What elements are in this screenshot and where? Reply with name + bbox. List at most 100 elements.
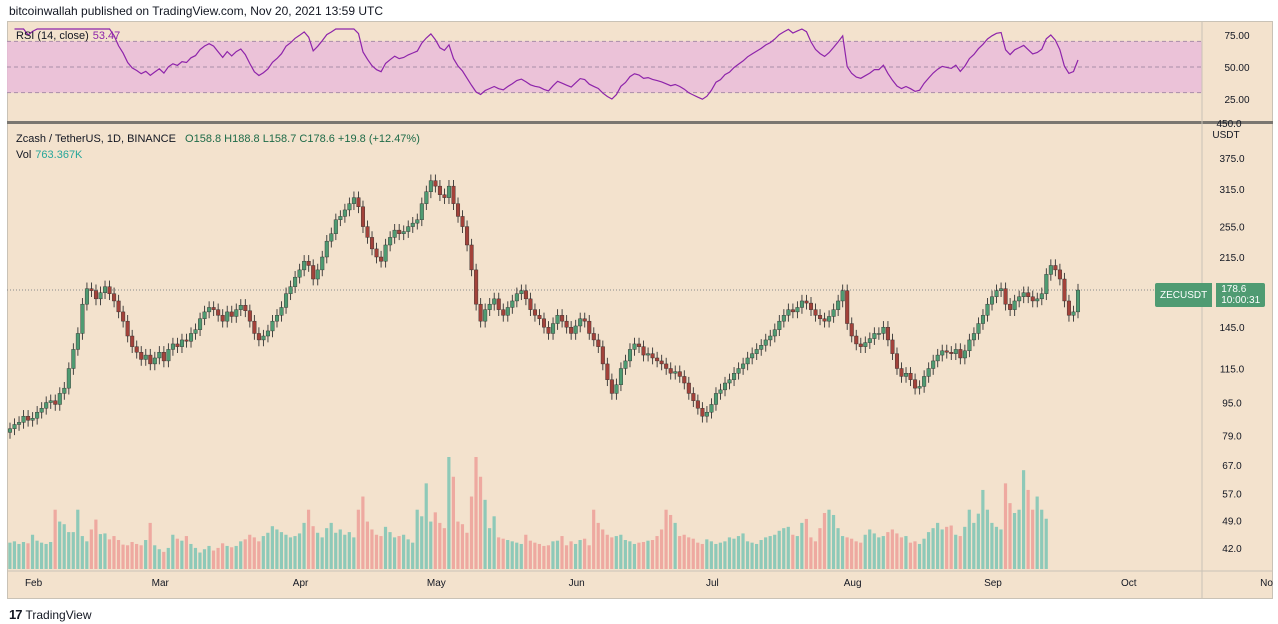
price-tick-label: 315.0 <box>1219 185 1244 196</box>
volume-bar <box>583 538 587 569</box>
candle-body <box>116 300 121 313</box>
candle-body <box>655 357 660 362</box>
candle-body <box>437 185 442 195</box>
symbol-legend[interactable]: Zcash / TetherUS, 1D, BINANCE O158.8 H18… <box>16 133 420 145</box>
candle-body <box>247 310 252 322</box>
candle-body <box>1012 300 1017 310</box>
volume-bar <box>628 541 632 569</box>
candle-body <box>424 191 429 204</box>
candle-body <box>591 333 596 341</box>
candle-body <box>365 226 370 238</box>
candle-body <box>944 350 949 353</box>
candle-body <box>596 339 601 347</box>
candle-body <box>84 288 89 305</box>
volume-bar <box>80 536 84 569</box>
candle-body <box>1003 288 1008 305</box>
candle-body <box>1057 269 1062 280</box>
candle-body <box>261 335 266 341</box>
price-tick-label: 57.0 <box>1222 490 1242 501</box>
volume-bar <box>745 541 750 569</box>
volume-bar <box>1044 518 1048 569</box>
candle-body <box>940 350 945 356</box>
candle-body <box>161 352 166 362</box>
volume-bar <box>130 541 134 569</box>
volume-bar <box>487 528 492 569</box>
volume-bar <box>275 529 279 569</box>
footer-brand[interactable]: 17 TradingView <box>9 607 92 622</box>
candle-body <box>723 382 728 391</box>
candle-body <box>713 393 718 405</box>
candle-body <box>646 353 651 356</box>
volume-bar <box>39 542 44 569</box>
volume-bar <box>945 526 949 569</box>
candle-body <box>772 329 777 337</box>
volume-bar <box>840 536 845 569</box>
candle-body <box>342 209 347 217</box>
volume-bar <box>791 534 795 569</box>
candle-body <box>202 311 207 319</box>
volume-bar <box>700 543 704 569</box>
time-tick-label: Jun <box>569 578 585 589</box>
candle-body <box>904 373 909 377</box>
volume-bar <box>257 541 261 569</box>
volume-bar <box>673 522 677 569</box>
volume-bar <box>623 540 627 569</box>
volume-bar <box>144 540 148 569</box>
volume-bar <box>297 533 302 569</box>
candle-body <box>980 315 985 324</box>
candle-body <box>143 354 148 360</box>
volume-bar <box>107 539 112 569</box>
candle-body <box>229 311 234 317</box>
candle-body <box>256 333 261 341</box>
candle-body <box>338 216 343 220</box>
volume-bar <box>655 536 659 569</box>
volume-bar <box>958 536 962 569</box>
candle-body <box>885 326 890 341</box>
volume-bar <box>515 542 519 569</box>
volume-bar <box>560 536 564 569</box>
rsi-legend[interactable]: RSI (14, close) 53.47 <box>16 30 120 42</box>
volume-bar <box>759 540 763 569</box>
volume-bar <box>451 476 455 569</box>
price-tick-label: 215.0 <box>1219 253 1244 264</box>
volume-bar <box>442 528 446 569</box>
candle-body <box>8 428 12 433</box>
candle-body <box>465 226 470 246</box>
candle-body <box>152 357 157 365</box>
volume-bar <box>302 522 306 569</box>
volume-bar <box>578 540 582 569</box>
volume-bar <box>12 541 17 569</box>
volume-bar <box>420 516 424 569</box>
volume-legend[interactable]: Vol 763.367K <box>16 149 82 161</box>
volume-bar <box>288 537 293 569</box>
price-tick-label: 115.0 <box>1220 365 1245 376</box>
volume-bar <box>786 526 790 569</box>
volume-bar <box>248 534 252 569</box>
candle-body <box>397 229 402 234</box>
volume-bar <box>981 489 985 569</box>
volume-bar <box>854 541 858 569</box>
rsi-tick-label: 75.00 <box>1224 31 1249 42</box>
rsi-tick-label: 50.00 <box>1224 63 1249 74</box>
volume-bar <box>365 521 370 569</box>
candle-body <box>374 248 379 258</box>
candle-body <box>668 368 673 374</box>
candle-body <box>293 276 298 287</box>
volume-bar <box>1012 513 1017 569</box>
candle-body <box>962 350 967 359</box>
volume-bar <box>456 521 460 569</box>
candle-body <box>876 333 881 335</box>
volume-bar <box>171 534 175 569</box>
volume-bar <box>67 532 71 569</box>
volume-bar <box>913 541 917 569</box>
volume-bar <box>795 536 799 569</box>
candle-body <box>546 326 551 334</box>
candle-body <box>514 293 519 302</box>
candle-body <box>1048 265 1053 275</box>
volume-bar <box>741 533 745 569</box>
candle-body <box>320 256 325 271</box>
candle-body <box>718 389 723 394</box>
volume-bar <box>103 533 107 569</box>
volume-bar <box>845 537 849 569</box>
